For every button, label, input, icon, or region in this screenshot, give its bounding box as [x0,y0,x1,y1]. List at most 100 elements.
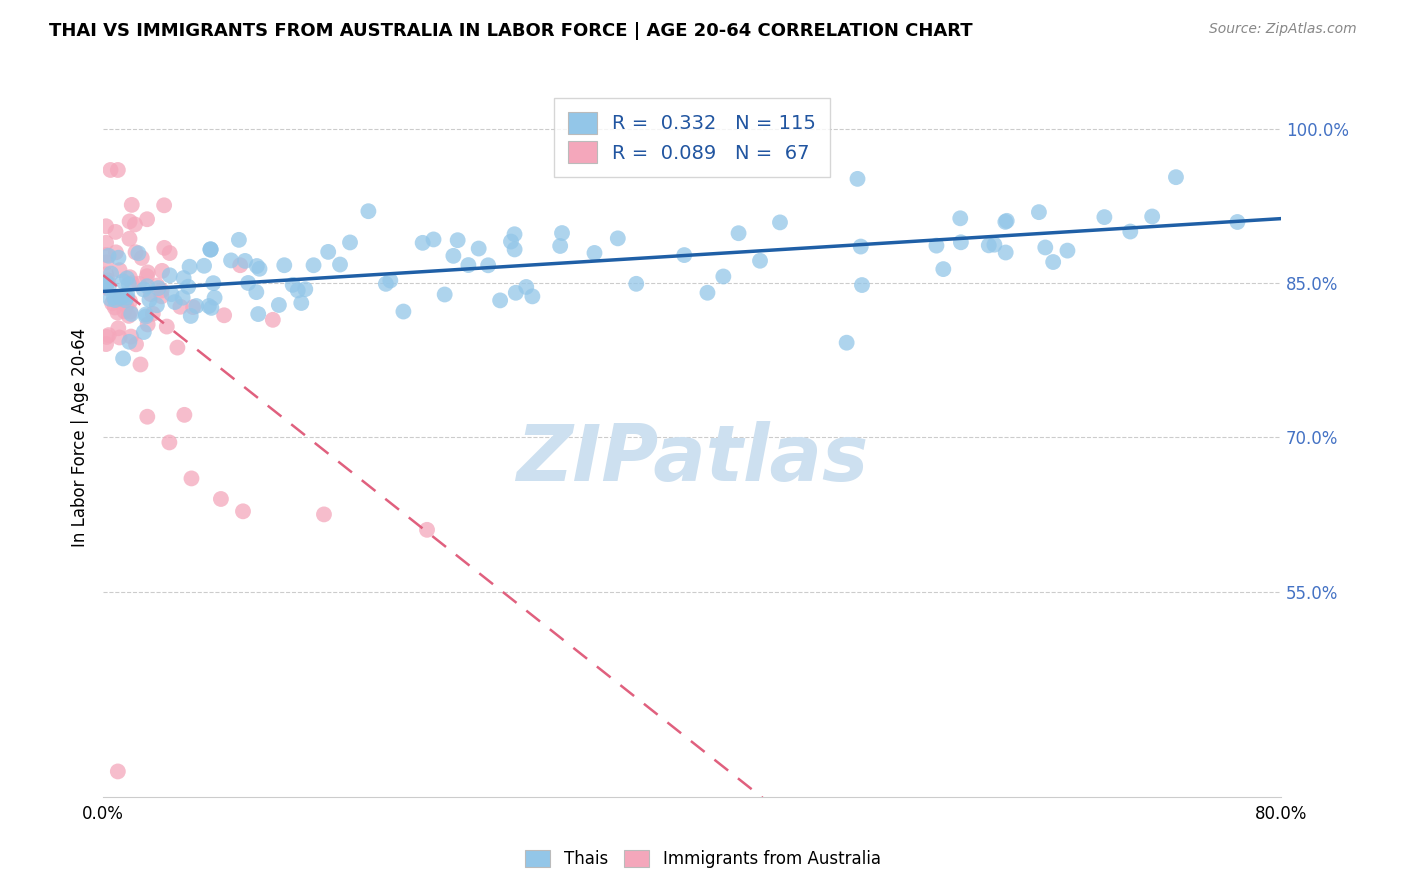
Point [477,258,499,272]
Point [160,287,183,301]
Point [159,246,181,260]
Point [769,215,792,229]
Point [103,290,125,304]
Point [467,242,489,256]
Point [503,227,526,242]
Point [583,246,606,260]
Point [125,337,148,351]
Point [177,279,200,293]
Point [433,287,456,301]
Legend: R =  0.332   N = 115, R =  0.089   N =  67: R = 0.332 N = 115, R = 0.089 N = 67 [554,98,830,177]
Point [107,321,129,335]
Point [949,211,972,226]
Point [107,163,129,178]
Point [108,263,131,277]
Point [180,471,202,485]
Point [267,298,290,312]
Point [121,276,143,290]
Point [129,358,152,372]
Text: ZIPatlas: ZIPatlas [516,421,868,497]
Point [112,274,135,288]
Point [522,289,544,303]
Point [135,307,157,321]
Point [153,198,176,212]
Point [1140,210,1163,224]
Point [100,163,122,178]
Point [499,235,522,249]
Point [422,232,444,246]
Point [120,304,142,318]
Point [112,304,135,318]
Point [132,325,155,339]
Point [108,330,131,344]
Point [835,335,858,350]
Point [136,265,159,279]
Point [249,261,271,276]
Point [150,289,173,303]
Point [128,277,150,291]
Point [219,253,242,268]
Point [94,248,117,262]
Point [447,233,470,247]
Point [209,491,232,506]
Point [142,307,165,321]
Point [139,287,162,301]
Point [932,262,955,277]
Point [104,225,127,239]
Point [115,298,138,312]
Point [202,276,225,290]
Point [159,268,181,283]
Point [245,285,267,300]
Point [229,258,252,272]
Legend: Thais, Immigrants from Australia: Thais, Immigrants from Australia [519,843,887,875]
Point [136,318,159,332]
Point [236,276,259,290]
Point [124,245,146,260]
Point [163,295,186,310]
Point [157,435,180,450]
Point [118,232,141,246]
Point [118,214,141,228]
Point [136,212,159,227]
Point [166,341,188,355]
Point [228,233,250,247]
Point [994,245,1017,260]
Point [441,249,464,263]
Point [118,277,141,292]
Point [233,254,256,268]
Point [503,243,526,257]
Point [246,259,269,273]
Point [212,308,235,322]
Point [107,764,129,779]
Point [281,277,304,292]
Point [112,351,135,366]
Point [146,298,169,312]
Point [200,242,222,256]
Point [1056,244,1078,258]
Point [329,258,352,272]
Point [925,238,948,252]
Point [357,204,380,219]
Point [1164,170,1187,185]
Point [135,310,157,324]
Point [849,239,872,253]
Point [696,285,718,300]
Point [150,264,173,278]
Point [173,271,195,285]
Point [949,235,972,250]
Point [107,251,129,265]
Point [173,408,195,422]
Point [115,287,138,301]
Point [416,523,439,537]
Point [136,409,159,424]
Point [118,270,141,285]
Point [104,245,127,260]
Point [548,239,571,253]
Point [200,243,222,257]
Point [457,258,479,272]
Point [97,249,120,263]
Text: Source: ZipAtlas.com: Source: ZipAtlas.com [1209,22,1357,37]
Point [97,273,120,287]
Point [193,259,215,273]
Point [118,334,141,349]
